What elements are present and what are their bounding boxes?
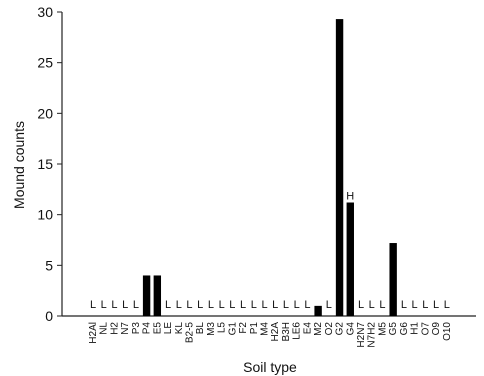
x-tick-label: M3 <box>206 322 217 336</box>
bar-annotation: L <box>401 299 407 311</box>
x-tick-label: H2N7 <box>356 322 367 348</box>
bar-annotation: L <box>186 299 192 311</box>
bar-annotation: L <box>261 299 267 311</box>
bar-annotation: L <box>229 299 235 311</box>
bar <box>335 19 344 317</box>
x-tick-label: G1 <box>227 322 238 336</box>
x-tick-label: P4 <box>142 322 153 335</box>
x-tick-label: G5 <box>388 322 399 336</box>
x-tick-label: M4 <box>260 322 271 336</box>
x-tick-label: NL <box>99 322 110 335</box>
x-tick-label: KL <box>174 322 185 335</box>
x-tick-label: O2 <box>324 322 335 336</box>
bar-annotation: L <box>272 299 278 311</box>
bar-annotation: L <box>176 299 182 311</box>
bar <box>389 243 397 316</box>
bar-annotation: L <box>251 299 257 311</box>
x-tick-label: H2 <box>109 322 120 335</box>
x-tick-label: O7 <box>420 322 431 336</box>
y-tick-label: 10 <box>37 207 53 223</box>
bar-annotation: L <box>240 299 246 311</box>
bar-annotation: L <box>197 299 203 311</box>
bar-annotation: L <box>90 299 96 311</box>
bar-annotation: L <box>122 299 128 311</box>
x-tick-label: G6 <box>399 322 410 336</box>
x-tick-label: M2 <box>313 322 324 336</box>
bar <box>346 202 354 316</box>
y-tick-label: 20 <box>37 105 53 121</box>
x-tick-label: F2 <box>238 322 249 334</box>
bar-annotation: H <box>346 191 354 203</box>
x-tick-label: O9 <box>431 322 442 336</box>
x-tick-label: E5 <box>152 322 163 335</box>
bar-annotation: L <box>165 299 171 311</box>
bar-annotation: L <box>433 299 439 311</box>
x-tick-label: H2A <box>270 322 281 342</box>
x-tick-label: N7 <box>120 322 131 335</box>
bar-annotation: L <box>304 299 310 311</box>
bar-annotation: L <box>219 299 225 311</box>
bar-annotation: L <box>358 299 364 311</box>
x-tick-label: LE6 <box>292 322 303 340</box>
y-tick-label: 0 <box>45 308 53 324</box>
x-tick-label: BL <box>195 322 206 335</box>
x-axis-title: Soil type <box>243 359 297 375</box>
y-tick-label: 25 <box>37 55 53 71</box>
x-tick-label: E4 <box>302 322 313 335</box>
bar-annotation: L <box>379 299 385 311</box>
bar-annotation: L <box>369 299 375 311</box>
bar-annotation: L <box>326 299 332 311</box>
x-tick-label: G2 <box>335 322 346 336</box>
x-tick-label: O10 <box>442 322 453 341</box>
y-axis-title: Mound counts <box>11 121 27 209</box>
bar-annotation: L <box>208 299 214 311</box>
x-tick-label: M5 <box>377 322 388 336</box>
x-tick-label: L5 <box>217 322 228 334</box>
bar-annotation: L <box>101 299 107 311</box>
x-tick-label: B2-5 <box>184 322 195 344</box>
x-tick-label: B3H <box>281 322 292 341</box>
y-tick-label: 5 <box>45 257 53 273</box>
x-tick-label: H1 <box>410 322 421 335</box>
x-tick-label: LE <box>163 322 174 335</box>
bar <box>314 305 322 316</box>
x-tick-label: P1 <box>249 322 260 335</box>
bar-annotation: L <box>111 299 117 311</box>
bar <box>153 275 162 316</box>
bar-annotation: L <box>133 299 139 311</box>
y-tick-label: 30 <box>37 4 53 20</box>
bar-annotation: L <box>444 299 450 311</box>
y-tick-label: 15 <box>37 156 53 172</box>
bar-annotation: L <box>283 299 289 311</box>
x-tick-label: H2Al <box>88 322 99 344</box>
x-tick-label: P3 <box>131 322 142 335</box>
bar-annotation: L <box>422 299 428 311</box>
bar-annotation: L <box>294 299 300 311</box>
bar-annotation: L <box>412 299 418 311</box>
x-tick-label: N7H2 <box>367 322 378 348</box>
bar <box>142 275 151 316</box>
x-tick-label: G4 <box>345 322 356 336</box>
